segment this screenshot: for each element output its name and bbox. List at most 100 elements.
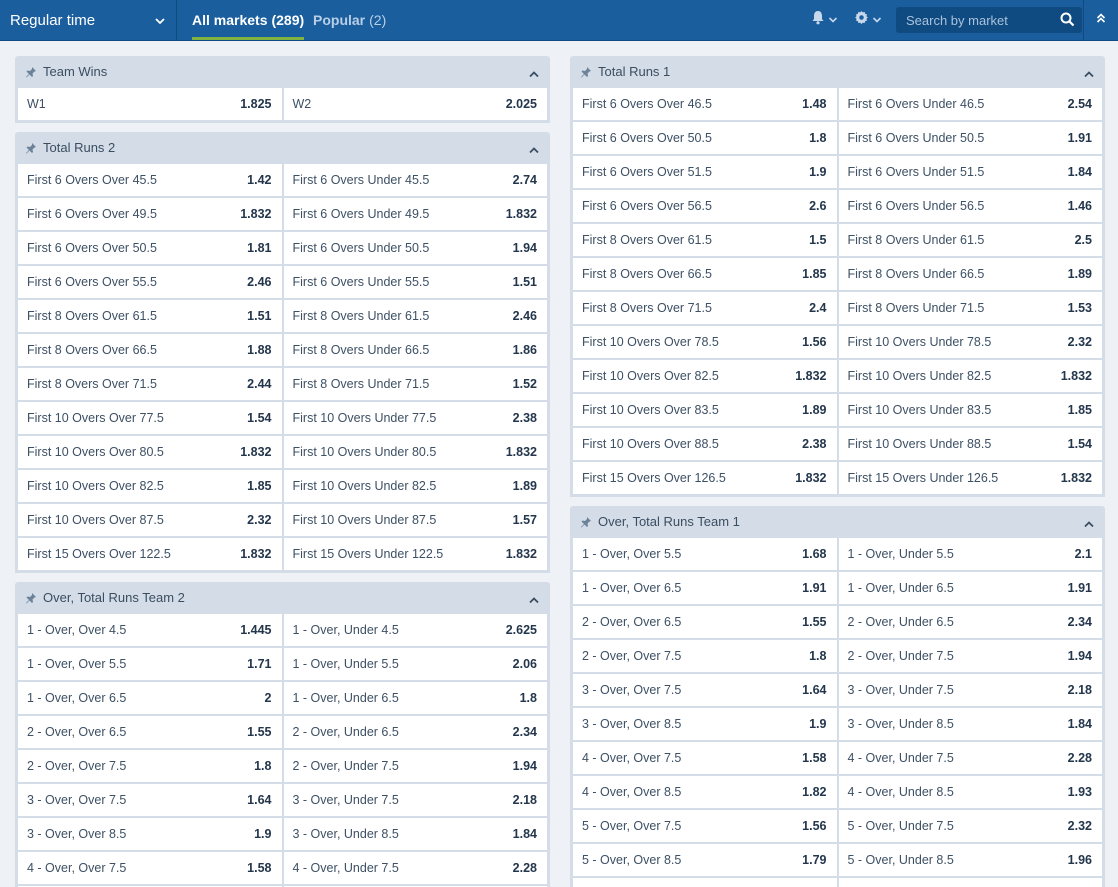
outcome-button[interactable]: 1 - Over, Over 4.5 1.445 [18,614,282,646]
outcome-button[interactable]: First 8 Overs Over 61.5 1.51 [18,300,282,332]
outcome-button[interactable]: 1 - Over, Under 6.5 1.8 [283,682,547,714]
outcome-button[interactable]: First 6 Overs Under 50.5 1.91 [838,122,1102,154]
outcome-button[interactable]: First 10 Overs Under 82.5 1.89 [283,470,547,502]
outcome-button[interactable]: 3 - Over, Over 8.5 1.9 [18,818,282,850]
outcome-button[interactable]: First 10 Overs Under 88.5 1.54 [838,428,1102,460]
outcome-button[interactable]: 4 - Over, Over 7.5 1.58 [18,852,282,884]
chevron-up-icon[interactable] [1083,67,1095,82]
chevron-up-icon[interactable] [528,593,540,608]
outcome-button[interactable]: First 8 Overs Under 71.5 1.52 [283,368,547,400]
outcome-button[interactable]: 4 - Over, Under 8.5 1.93 [838,776,1102,808]
outcome-button[interactable]: First 10 Overs Over 82.5 1.85 [18,470,282,502]
pin-icon[interactable] [25,142,37,154]
outcome-button[interactable]: First 15 Overs Over 126.5 1.832 [573,462,837,494]
pin-icon[interactable] [580,516,592,528]
outcome-button[interactable]: First 10 Overs Over 82.5 1.832 [573,360,837,392]
outcome-button[interactable]: 2 - Over, Over 6.5 1.55 [573,606,837,638]
outcome-button[interactable]: First 6 Overs Under 50.5 1.94 [283,232,547,264]
outcome-button[interactable]: First 6 Overs Under 55.5 1.51 [283,266,547,298]
outcome-button[interactable]: First 6 Overs Under 56.5 1.46 [838,190,1102,222]
outcome-button[interactable]: First 8 Overs Under 71.5 1.53 [838,292,1102,324]
outcome-button[interactable]: 3 - Over, Under 7.5 2.18 [838,674,1102,706]
outcome-button[interactable]: First 8 Overs Under 61.5 2.5 [838,224,1102,256]
outcome-button[interactable]: First 10 Overs Under 82.5 1.832 [838,360,1102,392]
search-input[interactable] [896,7,1056,33]
outcome-button[interactable]: First 8 Overs Over 71.5 2.44 [18,368,282,400]
outcome-button[interactable]: First 10 Overs Under 83.5 1.85 [838,394,1102,426]
outcome-button[interactable]: 2 - Over, Under 7.5 1.94 [283,750,547,782]
outcome-button[interactable]: First 8 Overs Over 66.5 1.85 [573,258,837,290]
outcome-button[interactable]: First 10 Overs Under 78.5 2.32 [838,326,1102,358]
outcome-button[interactable]: First 10 Overs Over 87.5 2.32 [18,504,282,536]
outcome-button[interactable]: 1 - Over, Under 6.5 1.91 [838,572,1102,604]
outcome-button[interactable]: W2 2.025 [283,88,547,120]
outcome-button[interactable]: 3 - Over, Over 7.5 1.64 [573,674,837,706]
chevron-up-icon[interactable] [528,67,540,82]
outcome-button[interactable]: First 6 Overs Over 50.5 1.81 [18,232,282,264]
outcome-button[interactable]: 5 - Over, Under 7.5 2.32 [838,810,1102,842]
outcome-button[interactable]: First 6 Overs Under 45.5 2.74 [283,164,547,196]
period-selector[interactable]: Regular time [0,0,177,40]
market-header[interactable]: Over, Total Runs Team 2 [15,582,550,613]
outcome-button[interactable]: First 6 Overs Over 55.5 2.46 [18,266,282,298]
outcome-button[interactable]: First 10 Overs Under 77.5 2.38 [283,402,547,434]
outcome-button[interactable]: First 8 Overs Over 66.5 1.88 [18,334,282,366]
outcome-button[interactable]: 3 - Over, Over 8.5 1.9 [573,708,837,740]
outcome-button[interactable]: First 6 Overs Over 45.5 1.42 [18,164,282,196]
outcome-button[interactable]: First 6 Overs Under 51.5 1.84 [838,156,1102,188]
outcome-button[interactable]: 1 - Over, Over 5.5 1.68 [573,538,837,570]
outcome-button[interactable]: First 15 Overs Over 122.5 1.832 [18,538,282,570]
outcome-button[interactable]: 1 - Over, Under 5.5 2.1 [838,538,1102,570]
outcome-button[interactable]: 4 - Over, Over 7.5 1.58 [573,742,837,774]
outcome-button[interactable]: First 8 Overs Over 71.5 2.4 [573,292,837,324]
outcome-button[interactable]: 2 - Over, Over 6.5 1.55 [18,716,282,748]
outcome-button[interactable]: First 10 Overs Over 83.5 1.89 [573,394,837,426]
outcome-button[interactable]: 2 - Over, Under 6.5 2.34 [838,606,1102,638]
pin-icon[interactable] [580,66,592,78]
pin-icon[interactable] [25,66,37,78]
outcome-button[interactable]: 5 - Over, Over 7.5 1.56 [573,810,837,842]
outcome-button[interactable]: First 10 Overs Over 80.5 1.832 [18,436,282,468]
outcome-button[interactable]: First 6 Overs Over 51.5 1.9 [573,156,837,188]
outcome-button[interactable]: First 6 Overs Over 56.5 2.6 [573,190,837,222]
outcome-button[interactable]: 4 - Over, Over 8.5 1.82 [573,776,837,808]
outcome-button[interactable]: 3 - Over, Over 7.5 1.64 [18,784,282,816]
outcome-button[interactable]: First 6 Overs Under 49.5 1.832 [283,198,547,230]
settings-button[interactable] [854,0,882,40]
outcome-button[interactable]: 2 - Over, Under 7.5 1.94 [838,640,1102,672]
collapse-all-button[interactable] [1083,0,1118,40]
outcome-button[interactable]: 5 - Over, Over 8.5 1.79 [573,844,837,876]
outcome-button[interactable]: 4 - Over, Under 7.5 2.28 [283,852,547,884]
outcome-button[interactable]: First 15 Overs Under 126.5 1.832 [838,462,1102,494]
outcome-button[interactable]: W1 1.825 [18,88,282,120]
outcome-button[interactable]: First 8 Overs Over 61.5 1.5 [573,224,837,256]
market-header[interactable]: Total Runs 1 [570,56,1105,87]
chevron-up-icon[interactable] [1083,517,1095,532]
outcome-button[interactable]: First 15 Overs Under 122.5 1.832 [283,538,547,570]
notifications-button[interactable] [811,0,838,40]
outcome-button[interactable]: First 6 Overs Over 50.5 1.8 [573,122,837,154]
chevron-up-icon[interactable] [528,143,540,158]
market-header[interactable]: Over, Total Runs Team 1 [570,506,1105,537]
outcome-button[interactable]: First 8 Overs Under 66.5 1.89 [838,258,1102,290]
outcome-button[interactable]: First 10 Overs Over 88.5 2.38 [573,428,837,460]
outcome-button[interactable]: 2 - Over, Over 7.5 1.8 [573,640,837,672]
outcome-button[interactable]: 4 - Over, Under 7.5 2.28 [838,742,1102,774]
outcome-button[interactable]: First 10 Overs Under 87.5 1.57 [283,504,547,536]
tab-popular[interactable]: Popular (2) [313,0,386,40]
tab-all-markets[interactable]: All markets (289) [192,0,305,40]
outcome-button[interactable]: First 6 Overs Over 49.5 1.832 [18,198,282,230]
outcome-button[interactable]: First 8 Overs Under 61.5 2.46 [283,300,547,332]
outcome-button[interactable]: 1 - Over, Over 5.5 1.71 [18,648,282,680]
outcome-button[interactable]: 1 - Over, Over 6.5 2 [18,682,282,714]
outcome-button[interactable]: First 6 Overs Under 46.5 2.54 [838,88,1102,120]
market-header[interactable]: Team Wins [15,56,550,87]
outcome-button[interactable]: 2 - Over, Under 6.5 2.34 [283,716,547,748]
pin-icon[interactable] [25,592,37,604]
outcome-button[interactable]: 2 - Over, Over 7.5 1.8 [18,750,282,782]
outcome-button[interactable]: 1 - Over, Under 4.5 2.625 [283,614,547,646]
outcome-button[interactable]: First 10 Overs Under 80.5 1.832 [283,436,547,468]
search-icon[interactable] [1060,12,1075,32]
outcome-button[interactable]: 3 - Over, Under 8.5 1.84 [838,708,1102,740]
outcome-button[interactable]: First 6 Overs Over 46.5 1.48 [573,88,837,120]
